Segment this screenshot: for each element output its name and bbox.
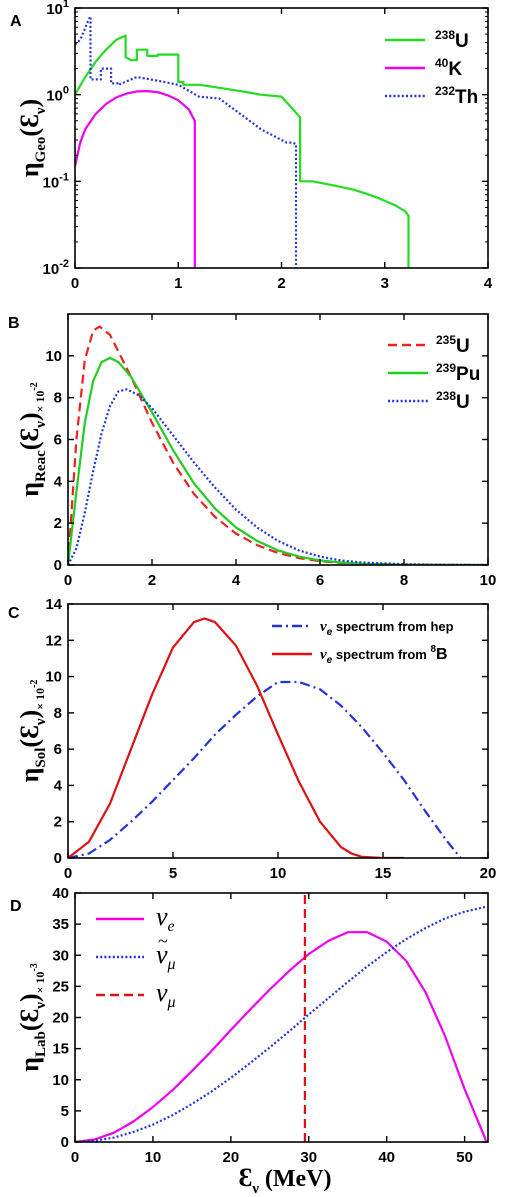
y-axis-label: ηReac(Ɛν)× 10-2 [15, 382, 49, 496]
series-line-b-2 [68, 388, 488, 565]
legend-label: 40K [435, 56, 462, 80]
y-tick-label: 14 [45, 596, 62, 613]
panel-label: A [10, 13, 22, 30]
series-line-d-0 [75, 931, 488, 1142]
x-tick-label: 4 [232, 572, 241, 589]
y-tick-label: 30 [52, 947, 69, 964]
y-tick-label: 12 [45, 632, 62, 649]
y-tick-label: 2 [54, 515, 62, 532]
y-tick-label: 8 [54, 390, 62, 407]
y-tick-label: 35 [52, 916, 69, 933]
plot-frame [67, 603, 489, 859]
x-tick-label: 6 [316, 572, 324, 589]
y-tick-label: 10-1 [43, 171, 69, 191]
y-tick-label: 40 [52, 885, 69, 902]
series-line-b-0 [68, 325, 488, 565]
y-axis-label: ηLab(Ɛν)× 10-3 [15, 963, 49, 1072]
y-tick-label: 10 [52, 1072, 69, 1089]
x-axis-label: Ɛν (MeV) [238, 1163, 331, 1197]
y-tick-label: 2 [54, 814, 62, 831]
y-tick-label: 5 [61, 1103, 69, 1120]
y-tick-label: 0 [54, 557, 62, 574]
y-tick-label: 25 [52, 978, 69, 995]
x-tick-label: 3 [381, 275, 389, 292]
x-tick-label: 5 [169, 865, 177, 882]
x-tick-label: 20 [223, 1149, 240, 1166]
series-line-c-1 [68, 617, 404, 858]
plot-frame [74, 7, 489, 269]
y-tick-label: 0 [54, 850, 62, 867]
y-tick-label: 6 [54, 741, 62, 758]
x-tick-label: 50 [456, 1149, 473, 1166]
y-tick-label: 20 [52, 1010, 69, 1027]
x-tick-label: 2 [277, 275, 285, 292]
panel-label: D [10, 898, 22, 915]
legend-label: νe [156, 902, 175, 935]
series-line-a-2 [75, 15, 298, 268]
legend-label: νμ [156, 940, 176, 973]
x-tick-label: 30 [300, 1149, 317, 1166]
x-tick-label: 20 [480, 865, 497, 882]
x-tick-label: 1 [174, 275, 182, 292]
legend-label: νe spectrum from hep [320, 619, 454, 638]
y-tick-label: 0 [61, 1134, 69, 1151]
plot-frame [74, 892, 489, 1143]
y-tick-label: 6 [54, 432, 62, 449]
y-tick-label: 10 [45, 669, 62, 686]
legend-label: 238U [435, 28, 469, 52]
x-tick-label: 10 [480, 572, 497, 589]
y-tick-label: 100 [46, 85, 69, 105]
y-tick-label: 8 [54, 705, 62, 722]
x-tick-label: 40 [378, 1149, 395, 1166]
legend-label: νμ [156, 978, 176, 1011]
y-axis-label: ηGeo(Ɛν) [15, 99, 49, 177]
y-tick-label: 4 [54, 777, 63, 794]
y-tick-label: 101 [46, 0, 69, 18]
plot-frame [67, 313, 489, 566]
x-tick-label: 0 [64, 865, 72, 882]
y-tick-label: 15 [52, 1041, 69, 1058]
legend-label: νe spectrum from 8B [320, 644, 448, 666]
tilde-mark: ~ [158, 931, 168, 951]
y-axis-label: ηSol(Ɛν)× 10-2 [15, 680, 49, 783]
x-tick-label: 0 [64, 572, 72, 589]
legend-label: 239Pu [436, 361, 480, 385]
legend-label: 235U [436, 333, 470, 357]
legend-label: 238U [436, 389, 470, 413]
panel-label: B [8, 315, 20, 332]
series-line-c-0 [68, 680, 462, 858]
x-tick-label: 15 [375, 865, 392, 882]
legend-label: 232Th [435, 84, 478, 108]
x-tick-label: 0 [71, 275, 79, 292]
series-line-a-0 [75, 34, 410, 268]
series-line-d-1 [75, 905, 487, 1142]
y-tick-label: 4 [54, 473, 63, 490]
y-tick-label: 10 [45, 348, 62, 365]
series-line-a-1 [75, 89, 196, 268]
x-tick-label: 4 [484, 275, 493, 292]
x-tick-label: 10 [145, 1149, 162, 1166]
panel-label: C [8, 605, 20, 622]
series-line-b-1 [68, 356, 488, 565]
x-tick-label: 0 [71, 1149, 79, 1166]
x-tick-label: 2 [148, 572, 156, 589]
x-tick-label: 10 [270, 865, 287, 882]
y-tick-label: 10-2 [43, 258, 69, 278]
x-tick-label: 8 [400, 572, 408, 589]
